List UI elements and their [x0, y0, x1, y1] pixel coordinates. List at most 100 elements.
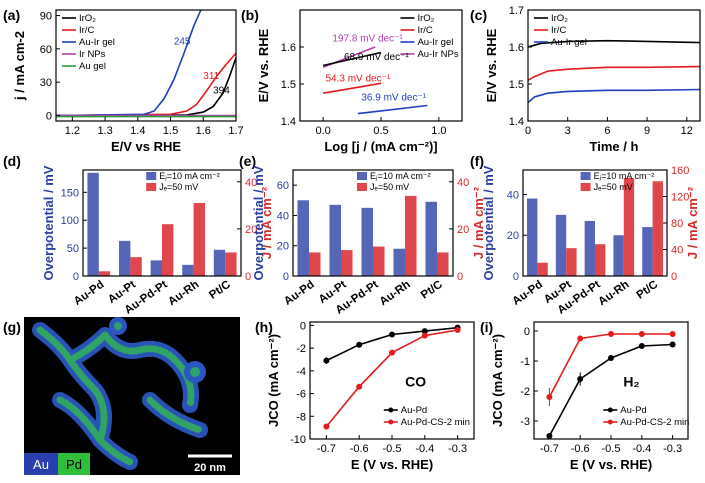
- y-tick-label-f-0: 0: [513, 271, 519, 283]
- data-point-h-1-0: [323, 423, 330, 430]
- bar-d-1-4: [225, 252, 237, 276]
- series-line-a-2: [56, 10, 202, 117]
- bar-d-0-4: [213, 249, 226, 276]
- x-tick-label-c-3: 9: [644, 125, 650, 137]
- bar-d-0-3: [182, 264, 194, 276]
- annotation-b-3: 36.9 mV dec⁻¹: [361, 92, 426, 103]
- legend-label-c-0: IrO₂: [551, 13, 568, 24]
- data-point-h-1-2: [389, 349, 395, 356]
- y-tick-label-a-0: 0: [46, 110, 52, 122]
- scale-bar-text: 20 nm: [194, 462, 226, 474]
- panel-g: (g) Au Pd 20 nm: [3, 317, 240, 475]
- x-tick-label-a-4: 1.6: [196, 125, 211, 137]
- y-tick-label-d-1: 50: [67, 243, 79, 255]
- y-right-axis-title-f: J / mA cm⁻²: [685, 186, 700, 259]
- category-label-e-4: Pt/C: [419, 279, 445, 302]
- y-axis-title-c: E/V vs. RHE: [484, 28, 499, 102]
- category-label-e-3: Au-Rh: [378, 279, 413, 309]
- y-right-tick-label-d-2: 40: [245, 177, 257, 189]
- y-tick-label-a-2: 60: [40, 44, 52, 56]
- series-line-b-1: [322, 51, 382, 67]
- x-tick-label-b-0: 0.0: [315, 125, 330, 137]
- au-tag-text: Au: [33, 457, 49, 472]
- y-tick-label-f-2: 40: [507, 189, 519, 201]
- y-tick-label-h-3: -6: [296, 389, 306, 401]
- legend-swatch-e-1: [357, 183, 367, 191]
- bar-e-0-3: [393, 248, 405, 276]
- y-right-axis-title-d: J / mA cm⁻²: [259, 186, 274, 259]
- y-tick-label-d-0: 0: [73, 271, 79, 283]
- bar-d-0-1: [119, 240, 131, 276]
- bar-f-0-3: [613, 235, 624, 276]
- data-point-i-0-2: [608, 355, 614, 361]
- legend-label-f-1: Jₑ=50 mV: [594, 182, 633, 192]
- legend-marker-i-0: [607, 407, 613, 413]
- y-tick-label-i-3: -3: [520, 416, 530, 428]
- x-tick-label-a-1: 1.3: [97, 125, 112, 137]
- y-axis-title-h: JCO (mA cm⁻²): [266, 334, 281, 427]
- y-tick-label-c-1: 1.5: [509, 79, 524, 91]
- y-tick-label-c-2: 1.6: [509, 42, 524, 54]
- y-tick-label-f-1: 20: [507, 230, 519, 242]
- legend-label-b-2: Au-Ir gel: [417, 37, 453, 48]
- y-tick-label-b-0: 1.4: [281, 116, 296, 128]
- bar-e-1-1: [341, 250, 353, 276]
- bar-f-0-0: [527, 198, 538, 276]
- y-tick-label-e-1: 20: [277, 241, 289, 253]
- series-line-c-0: [528, 39, 700, 48]
- bar-e-1-3: [405, 195, 417, 276]
- x-tick-label-b-1: 0.5: [373, 125, 388, 137]
- y-right-tick-label-d-1: 20: [245, 224, 257, 236]
- y-right-tick-label-e-0: 0: [457, 271, 463, 283]
- data-point-i-1-1: [577, 335, 584, 342]
- annotation-b-1: 68.9 mV dec⁻¹: [344, 52, 409, 63]
- y-right-tick-label-f-2: 80: [671, 218, 683, 230]
- x-tick-label-h-3: -0.4: [415, 443, 434, 455]
- pd-tag: [58, 453, 90, 475]
- plot-frame-a: [55, 9, 237, 122]
- x-tick-label-a-5: 1.7: [228, 125, 243, 137]
- panel-label-c: (c): [470, 7, 487, 23]
- legend-marker-h-1: [388, 419, 394, 425]
- bar-f-0-2: [584, 220, 595, 276]
- data-point-i-1-4: [669, 331, 676, 337]
- y-tick-label-e-0: 0: [283, 271, 289, 283]
- y-right-axis-title-e: J / mA cm⁻²: [471, 186, 486, 259]
- series-line-b-3: [357, 104, 428, 115]
- bar-f-1-3: [623, 177, 635, 276]
- y-axis-title-i: JCO (mA cm⁻²): [490, 334, 505, 427]
- x-tick-label-h-2: -0.5: [383, 443, 402, 455]
- bar-d-1-2: [162, 224, 174, 276]
- bar-e-1-2: [373, 246, 385, 276]
- panel-annotation-i: H₂: [623, 373, 639, 389]
- panel-label-b: (b): [241, 7, 259, 23]
- x-tick-label-c-1: 3: [565, 125, 571, 137]
- bar-f-1-2: [595, 244, 606, 276]
- panel-b: (b) 0.0 0.5 1.0 1.4 1.5 1.6 Log [j / (mA cm⁻²)]…: [241, 7, 463, 154]
- category-label-f-3: Au-Rh: [596, 279, 631, 309]
- legend-label-c-2: Au-Ir gel: [551, 37, 587, 48]
- y-tick-label-e-2: 40: [277, 210, 289, 222]
- panel-f: (f)0204004080120160Au-PdAu-PtAu-Pd-PtAu-…: [470, 153, 700, 317]
- legend-label-a-4: Au gel: [79, 61, 106, 72]
- bar-f-1-1: [566, 248, 577, 276]
- annotation-b-2: 54.3 mV dec⁻¹: [325, 73, 390, 84]
- legend-label-b-3: Au-Ir NPs: [417, 49, 458, 60]
- y-tick-label-c-3: 1.7: [509, 5, 524, 17]
- x-tick-label-a-3: 1.5: [163, 125, 178, 137]
- x-tick-label-c-4: 12: [681, 125, 693, 137]
- legend-swatch-d-1: [146, 183, 157, 191]
- y-tick-label-i-1: -1: [520, 356, 530, 368]
- annotation-a-2: 394: [213, 85, 230, 96]
- bar-e-1-0: [309, 252, 321, 276]
- y-tick-label-d-2: 100: [61, 215, 79, 227]
- x-tick-label-i-3: -0.4: [632, 443, 651, 455]
- y-tick-label-i-0: 0: [524, 326, 530, 338]
- legend-label-i-0: Au-Pd: [620, 405, 646, 416]
- panel-label-f: (f): [470, 153, 484, 169]
- category-label-d-0: Au-Pd: [72, 279, 107, 308]
- data-point-h-0-0: [323, 357, 330, 364]
- panel-c: (c) 0 3 6 9 12 1.4 1.5 1.6 1.7 Time / h E/V vs. RHE…: [470, 5, 701, 154]
- series-line-i-1: [548, 333, 673, 398]
- y-axis-title-e: Overpotential / mV: [251, 165, 266, 280]
